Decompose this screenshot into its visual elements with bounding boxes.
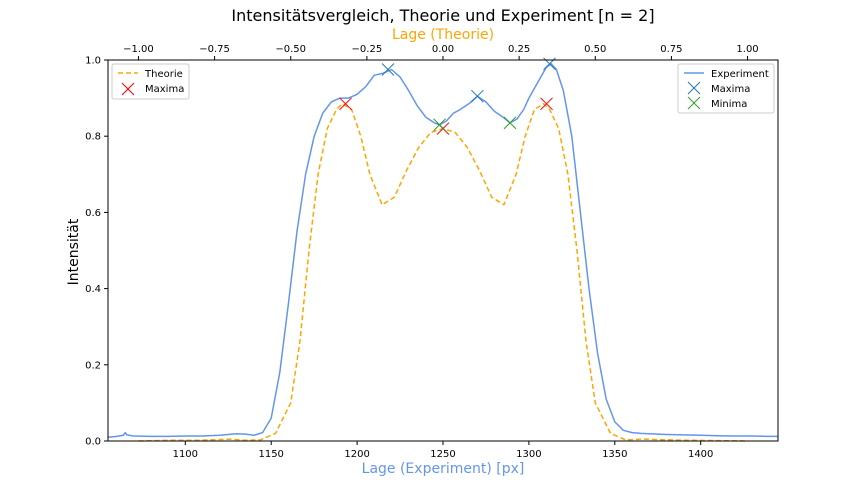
x-axis-ticks: 1100 1150 1200 1250 1300 1350 1400: [173, 441, 713, 460]
legend-theory-maxima-swatch: [121, 82, 135, 96]
y-tick-label: 0.2: [85, 360, 101, 371]
x2-tick-label: 1.00: [736, 44, 758, 55]
x2-tick-label: 0.50: [584, 44, 606, 55]
x2-axis-ticks: −1.00 −0.75 −0.50 −0.25 0.00 0.25 0.50 0.75 1.00: [123, 44, 759, 60]
marker-minima-experiment-0: [433, 118, 446, 132]
marker-maxima-theorie-0: [339, 97, 352, 111]
x-tick-label: 1150: [258, 449, 283, 460]
y-tick-label: 0.8: [85, 132, 101, 143]
x2-tick-label: 0.75: [660, 44, 682, 55]
legend-experiment-box: [677, 63, 775, 114]
x-tick-label: 1250: [430, 449, 455, 460]
marker-maxima-experiment-0: [381, 63, 395, 76]
marker-maxima-experiment-1: [471, 89, 484, 103]
plot-area: [107, 57, 778, 442]
legend-experiment-maxima-swatch: [687, 81, 701, 95]
y-tick-label: 0.4: [85, 284, 101, 295]
x-tick-label: 1200: [344, 449, 369, 460]
y-tick-label: 0.0: [85, 437, 101, 448]
legend-experiment: Experiment Maxima Minima: [677, 63, 775, 114]
marker-maxima-theorie-2: [540, 97, 553, 111]
y-axis-ticks: 0.0 0.2 0.4 0.6 0.8 1.0: [85, 56, 108, 448]
legend-theory: Theorie Maxima: [111, 63, 190, 100]
x2-tick-label: −1.00: [123, 44, 154, 55]
x2-tick-label: 0.00: [432, 44, 454, 55]
x-tick-label: 1100: [173, 449, 198, 460]
x-tick-label: 1300: [516, 449, 541, 460]
chart-title: Intensitätsvergleich, Theorie und Experi…: [231, 6, 654, 25]
x2-tick-label: −0.50: [275, 44, 306, 55]
legend-theory-label: Theorie: [144, 69, 183, 80]
legend-theory-maxima-label: Maxima: [145, 84, 184, 95]
x2-tick-label: 0.25: [508, 44, 530, 55]
y-axis-label: Intensität: [66, 218, 82, 285]
legend-theory-box: [111, 63, 190, 100]
legend-experiment-maxima-label: Maxima: [711, 84, 750, 95]
legend-experiment-minima-swatch: [687, 96, 701, 110]
legend-experiment-label: Experiment: [711, 69, 769, 80]
x-tick-label: 1400: [688, 449, 713, 460]
y-tick-label: 0.6: [85, 208, 101, 219]
marker-minima-experiment-1: [503, 116, 517, 130]
x2-tick-label: −0.75: [199, 44, 230, 55]
legend-experiment-minima-label: Minima: [711, 99, 747, 110]
x2-axis-label: Lage (Theorie): [392, 27, 494, 43]
x2-tick-label: −0.25: [352, 44, 383, 55]
x-tick-label: 1350: [602, 449, 627, 460]
x-axis-label: Lage (Experiment) [px]: [362, 461, 525, 477]
plot-frame: [107, 59, 779, 442]
y-tick-label: 1.0: [85, 56, 101, 67]
